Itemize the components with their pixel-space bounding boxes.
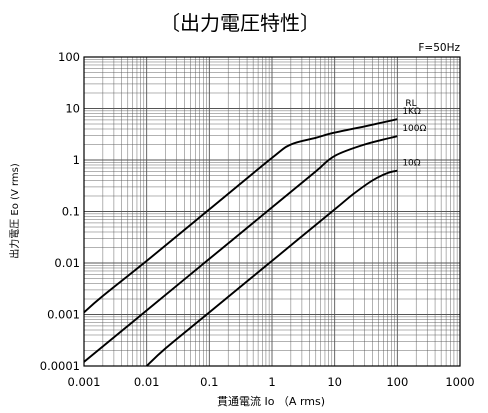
series-line [146,169,398,367]
x-tick-label: 0.01 [134,375,160,389]
y-tick-label: 1 [73,153,80,167]
series-label: 10Ω [402,159,420,169]
x-tick-label: 100 [386,375,408,389]
x-axis-label: 貫通電流 Io （A rms) [217,394,325,408]
x-tick-label: 0.1 [200,375,218,389]
chart-title: 〔出力電圧特性〕 [160,11,320,35]
series-labels: 1KΩ 100Ω 10Ω [402,107,426,169]
x-tick-labels: 0.001 0.01 0.1 1 10 100 1000 [68,375,475,389]
plot-frame [83,56,461,367]
series-curves [83,118,398,367]
y-tick-label: 10 [65,102,80,116]
y-tick-label: 0.001 [47,308,80,322]
grid [83,57,460,367]
y-tick-label: 100 [58,50,80,64]
y-tick-label: 0.01 [54,256,80,270]
y-tick-label: 0.0001 [40,359,80,373]
x-tick-label: 1000 [445,375,474,389]
series-label: 100Ω [402,124,426,134]
x-tick-label: 10 [327,375,342,389]
x-tick-label: 1 [268,375,275,389]
x-tick-label: 0.001 [68,375,101,389]
y-tick-label: 0.1 [62,205,80,219]
series-line [83,135,398,363]
y-axis-label: 出力電圧 Eo (V rms) [8,163,21,259]
frequency-note: F=50Hz [418,42,460,54]
series-line [83,118,398,314]
series-label: 1KΩ [402,107,421,117]
legend-title: RL [405,99,416,109]
y-tick-labels: 0.0001 0.001 0.01 0.1 1 10 100 [40,50,80,373]
